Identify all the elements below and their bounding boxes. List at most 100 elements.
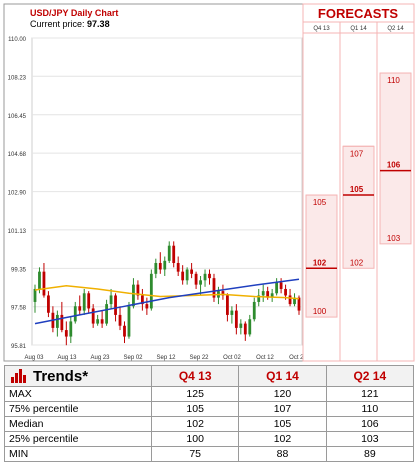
- candle-body: [284, 288, 287, 296]
- candle-body: [297, 297, 301, 311]
- candle-body: [234, 310, 238, 328]
- column-header: Q1 14: [238, 365, 327, 387]
- x-tick-label: Sep 12: [156, 355, 176, 361]
- y-tick-label: 102.90: [8, 191, 27, 197]
- x-tick-label: Sep 02: [123, 355, 143, 361]
- candle-body: [69, 321, 73, 337]
- x-tick-label: Aug 03: [24, 355, 44, 361]
- candle-body: [226, 295, 229, 315]
- candle-body: [163, 260, 167, 270]
- candle-body: [208, 273, 211, 279]
- y-tick-label: 110.00: [8, 37, 27, 43]
- candle-body: [190, 269, 194, 274]
- table-cell: 106: [325, 416, 415, 432]
- candle-body: [73, 306, 77, 322]
- y-axis-ticks: 110.00 108.23 106.45 104.68 102.90 101.13 99.3…: [8, 37, 27, 350]
- candle-body: [123, 325, 126, 337]
- row-label: MIN: [4, 446, 152, 462]
- candle-body: [87, 293, 91, 309]
- table-cell: 107: [238, 401, 327, 417]
- row-label: 75% percentile: [4, 401, 152, 417]
- table-cell: 102: [150, 416, 240, 432]
- candle-body: [199, 280, 202, 285]
- candle-body: [140, 295, 144, 305]
- candle-body: [185, 269, 189, 281]
- y-tick-label: 101.13: [8, 229, 27, 235]
- table-cell: 88: [238, 446, 327, 462]
- row-label: MAX: [4, 386, 152, 402]
- row-label: 25% percentile: [4, 431, 152, 447]
- forecast-p75-label: 105: [313, 198, 327, 207]
- table-cell: 105: [150, 401, 240, 417]
- table-header-row: Trends* Q4 13 Q1 14 Q2 14: [4, 365, 415, 387]
- y-tick-label: 99.35: [11, 267, 27, 273]
- x-tick-label: Sep 22: [189, 355, 209, 361]
- trends-title-cell: Trends*: [4, 365, 152, 387]
- trends-title-mark: *: [82, 367, 89, 385]
- moving-average-lines: [34, 278, 300, 325]
- candle-body: [55, 314, 59, 328]
- candle-body: [136, 284, 140, 296]
- forecast-median-label: 105: [350, 185, 364, 194]
- price-chart: 110.00 108.23 106.45 104.68 102.90 101.13 99.3…: [8, 8, 308, 361]
- chart-title: USD/JPY Daily Chart: [30, 8, 118, 18]
- candle-body: [293, 297, 296, 305]
- forecast-range-box: [379, 72, 412, 245]
- candle-body: [181, 271, 185, 281]
- table-cell: 110: [325, 401, 415, 417]
- y-tick-label: 106.45: [8, 114, 27, 120]
- candle-body: [78, 306, 82, 311]
- table-cell: 89: [325, 446, 415, 462]
- y-tick-label: 104.68: [8, 152, 27, 158]
- y-tick-label: 108.23: [8, 75, 27, 81]
- candle-body: [127, 306, 131, 337]
- forecast-column-label: Q1 14: [350, 26, 367, 32]
- candle-body: [275, 282, 279, 294]
- candle-body: [194, 273, 198, 285]
- forecast-median-label: 102: [313, 258, 327, 267]
- forecast-column-label: Q2 14: [387, 26, 404, 32]
- row-label: Median: [4, 416, 152, 432]
- x-axis-ticks: Aug 03 Aug 13 Aug 23 Sep 02 Sep 12 Sep 22 Oct …: [24, 355, 307, 361]
- x-tick-label: Oct 23: [289, 355, 307, 361]
- candle-body: [109, 295, 113, 305]
- forecast-p25-label: 102: [350, 258, 364, 267]
- candle-body: [257, 295, 261, 302]
- table-cell: 120: [238, 386, 327, 402]
- table-row: Median 102 105 106: [4, 416, 415, 432]
- candle-body: [96, 319, 100, 324]
- table-cell: 75: [150, 446, 240, 462]
- candle-body: [64, 330, 68, 337]
- candle-body: [176, 263, 180, 272]
- candle-body: [149, 273, 153, 309]
- x-tick-label: Oct 12: [256, 355, 274, 361]
- candle-body: [239, 323, 243, 328]
- candle-body: [203, 273, 207, 281]
- table-cell: 105: [238, 416, 327, 432]
- current-price: Current price: 97.38: [30, 19, 110, 29]
- candle-body: [82, 293, 86, 311]
- forecast-p25-label: 100: [313, 307, 327, 316]
- candle-body: [132, 284, 135, 307]
- y-tick-label: 97.58: [11, 306, 27, 312]
- candle-body: [243, 323, 247, 335]
- column-header: Q2 14: [325, 365, 415, 387]
- trends-table: Trends* Q4 13 Q1 14 Q2 14 MAX 125 120 12…: [4, 365, 415, 462]
- forecast-panel: FORECASTS Q4 13 105 102 100 Q1 14 107 105 102 Q2…: [302, 3, 415, 362]
- table-cell: 103: [325, 431, 415, 447]
- candle-body: [158, 263, 162, 270]
- forecast-column: Q1 14 107 105 102: [339, 22, 377, 361]
- candle-body: [270, 293, 274, 298]
- table-cell: 102: [238, 431, 327, 447]
- candle-body: [33, 288, 37, 302]
- forecast-title: FORECASTS: [318, 6, 399, 21]
- candle-body: [118, 314, 122, 326]
- bar-chart-icon: [11, 368, 26, 383]
- candle-body: [114, 295, 117, 315]
- candle-body: [154, 263, 158, 274]
- forecast-columns: Q4 13 105 102 100 Q1 14 107 105 102 Q2 14 110 106 1…: [303, 22, 414, 361]
- candlesticks: [33, 241, 301, 346]
- candle-body: [105, 304, 108, 324]
- candle-body: [167, 245, 171, 261]
